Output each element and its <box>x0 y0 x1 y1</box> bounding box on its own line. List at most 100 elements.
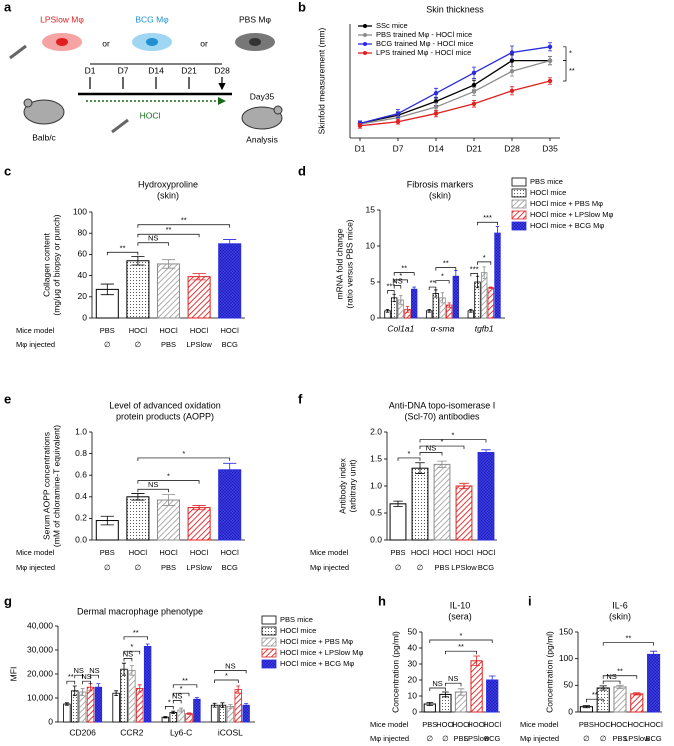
significance-bracket <box>429 639 493 643</box>
chart-title: (skin) <box>429 190 451 200</box>
x-tick-label: HOCl <box>644 720 663 729</box>
error-bar <box>469 308 473 313</box>
significance-label: NS <box>148 480 158 489</box>
significance-bracket <box>477 221 498 226</box>
error-bar <box>137 684 142 693</box>
x-tick-label: HOCl <box>411 548 430 557</box>
macrophage-label: PBS Mφ <box>239 14 271 24</box>
y-tick-label: 0.4 <box>75 491 87 501</box>
error-bar <box>495 226 500 240</box>
x-tick-label: BCG <box>222 340 238 349</box>
significance-bracket <box>419 439 487 443</box>
point <box>433 104 439 110</box>
significance-label: * <box>167 472 170 481</box>
legend-swatch <box>511 221 527 231</box>
y-axis-label: Serum AOPP concentrations <box>41 432 51 540</box>
y-tick-label: 0 <box>412 706 417 716</box>
x-tick-label: PBS <box>100 548 115 557</box>
significance-label: NS <box>426 444 436 453</box>
y-tick-label: 60 <box>78 249 88 259</box>
x-tick-label: CD206 <box>69 727 96 737</box>
bar <box>411 467 429 541</box>
x-tick-label: BCG <box>645 734 661 743</box>
row-label: Mφ injected <box>520 734 559 743</box>
x-tick-label: ∅ <box>442 734 449 743</box>
significance-label: ** <box>592 690 598 699</box>
point <box>547 58 553 63</box>
mouse-ear <box>273 105 283 115</box>
significance-label: NS <box>225 661 235 670</box>
bar <box>78 691 87 723</box>
y-tick-label: 0.8 <box>75 448 87 458</box>
x-tick-label: HOCl <box>433 548 452 557</box>
x-tick-label: LPSlow <box>186 563 212 572</box>
x-tick-label: HOCl <box>477 548 496 557</box>
bar <box>647 653 661 713</box>
error-bar <box>427 308 431 313</box>
legend-label: BCG trained Mφ - HOCl mice <box>376 39 473 48</box>
mouse <box>23 99 65 125</box>
error-bar <box>212 702 217 708</box>
significance-label: *** <box>386 282 395 291</box>
y-tick-label: 150 <box>559 626 573 636</box>
significance-bracket <box>123 650 141 655</box>
x-tick-label: PBS <box>161 563 176 572</box>
x-tick-label: ∅ <box>600 734 607 743</box>
row-label: Mφ injected <box>310 563 349 572</box>
significance-bracket <box>90 674 99 679</box>
error-bar <box>437 460 447 469</box>
legend-label: HOCl mice + BCG Mφ <box>280 659 354 668</box>
x-tick-label: HOCl <box>455 548 474 557</box>
error-bar <box>482 266 486 279</box>
significance-bracket <box>106 251 139 256</box>
legend-label: LPS trained Mφ - HOCl mice <box>376 48 471 57</box>
significance-label: ** <box>68 672 74 681</box>
legend-marker <box>363 51 367 55</box>
or-label: or <box>200 38 208 48</box>
significance-label: ** <box>181 216 187 225</box>
chart-title: Hydroxyproline <box>138 179 198 189</box>
x-tick-label: HOCl <box>129 326 148 335</box>
significance-label: * <box>483 253 486 262</box>
y-tick-label: 15 <box>366 204 376 214</box>
point <box>471 82 477 88</box>
day-label: D7 <box>118 65 129 75</box>
legend-label: SSc mice <box>376 21 408 30</box>
bar <box>112 692 120 723</box>
day-label: D21 <box>181 65 197 75</box>
significance-label: * <box>569 49 572 58</box>
point <box>471 89 477 94</box>
error-bar <box>192 505 206 511</box>
significance-label: * <box>225 671 228 680</box>
bar <box>242 704 250 723</box>
significance-bracket <box>123 658 133 662</box>
x-tick-label: α-sma <box>431 323 455 333</box>
x-tick-label: ∅ <box>135 340 142 349</box>
x-tick-label: HOCl <box>159 326 178 335</box>
point <box>547 44 553 49</box>
x-tick-label: PBS <box>453 734 468 743</box>
significance-bracket <box>137 457 231 461</box>
y-tick-label: 5 <box>370 276 375 286</box>
legend-marker <box>363 24 367 28</box>
panel-letter: f <box>298 391 303 406</box>
significance-bracket <box>214 679 239 683</box>
x-tick-label: BCG <box>222 563 238 572</box>
bar <box>487 287 495 319</box>
significance-bracket <box>445 682 462 687</box>
x-tick-label: Col1a1 <box>387 323 414 333</box>
error-bar <box>100 515 114 526</box>
x-tick-label: iCOSL <box>218 727 243 737</box>
chart-title: Anti-DNA topo-isomerase I <box>389 400 496 410</box>
significance-bracket <box>419 452 443 456</box>
significance-bracket <box>393 285 402 289</box>
error-bar <box>236 685 241 694</box>
y-tick-label: 30 <box>408 658 418 668</box>
error-bar <box>131 493 145 501</box>
error-bar <box>447 302 451 308</box>
significance-bracket <box>393 272 415 276</box>
x-tick-label: D28 <box>504 143 520 153</box>
row-label: Mφ injected <box>16 563 55 572</box>
significance-bracket <box>586 698 604 703</box>
significance-bracket <box>419 445 465 450</box>
